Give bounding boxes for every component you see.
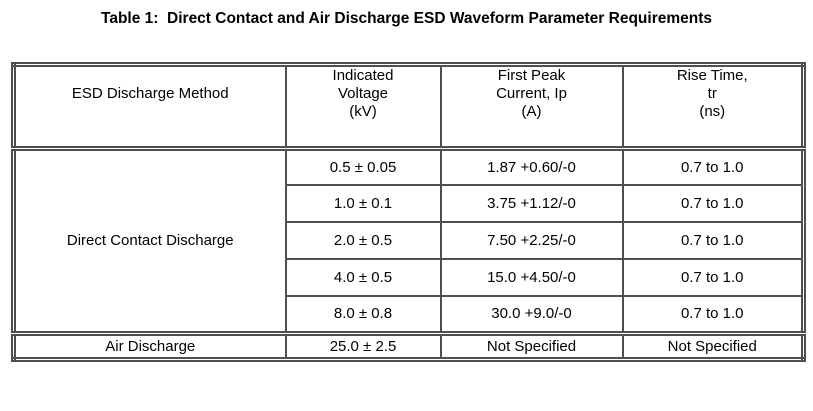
cell-method-air-discharge: Air Discharge <box>12 330 287 361</box>
cell-rise-time: 0.7 to 1.0 <box>621 221 805 261</box>
cell-peak-current: 30.0 +9.0/-0 <box>439 295 624 335</box>
cell-peak-current: 7.50 +2.25/-0 <box>439 221 624 261</box>
cell-rise-time: 0.7 to 1.0 <box>621 184 805 224</box>
table-row: Direct Contact Discharge 0.5 ± 0.05 1.87… <box>12 147 805 335</box>
table-title: Table 1: Direct Contact and Air Discharg… <box>101 10 712 27</box>
header-first-peak-current: First Peak Current, Ip (A) <box>439 63 624 151</box>
cell-rise-time: 0.7 to 1.0 <box>621 258 805 298</box>
cell-voltage: 1.0 ± 0.1 <box>284 184 442 224</box>
header-rise-time: Rise Time, tr (ns) <box>621 63 805 151</box>
cell-peak-current: 3.75 +1.12/-0 <box>439 184 624 224</box>
cell-peak-current: Not Specified <box>439 330 624 361</box>
cell-rise-time: 0.7 to 1.0 <box>621 295 805 335</box>
cell-peak-current: 1.87 +0.60/-0 <box>439 147 624 187</box>
table-row: 2.0 ± 0.5 7.50 +2.25/-0 0.7 to 1.0 <box>14 221 805 261</box>
table-row: 8.0 ± 0.8 30.0 +9.0/-0 0.7 to 1.0 <box>14 295 805 335</box>
table-row-air-discharge: Air Discharge 25.0 ± 2.5 Not Specified N… <box>12 330 805 361</box>
table-row: 1.0 ± 0.1 3.75 +1.12/-0 0.7 to 1.0 <box>14 184 805 224</box>
cell-method-direct-contact-discharge: Direct Contact Discharge <box>12 147 287 335</box>
cell-voltage: 0.5 ± 0.05 <box>284 147 442 187</box>
cell-voltage: 8.0 ± 0.8 <box>284 295 442 335</box>
cell-voltage: 2.0 ± 0.5 <box>284 221 442 261</box>
cell-voltage: 25.0 ± 2.5 <box>284 330 442 361</box>
cell-rise-time: Not Specified <box>621 330 805 361</box>
cell-rise-time: 0.7 to 1.0 <box>621 147 805 187</box>
esd-waveform-parameters-table: ESD Discharge Method Indicated Voltage (… <box>11 61 806 362</box>
cell-peak-current: 15.0 +4.50/-0 <box>439 258 624 298</box>
header-esd-discharge-method: ESD Discharge Method <box>12 63 287 151</box>
header-indicated-voltage: Indicated Voltage (kV) <box>284 63 442 151</box>
table-row: 4.0 ± 0.5 15.0 +4.50/-0 0.7 to 1.0 <box>14 258 805 298</box>
cell-voltage: 4.0 ± 0.5 <box>284 258 442 298</box>
header-row: ESD Discharge Method Indicated Voltage (… <box>12 63 805 151</box>
